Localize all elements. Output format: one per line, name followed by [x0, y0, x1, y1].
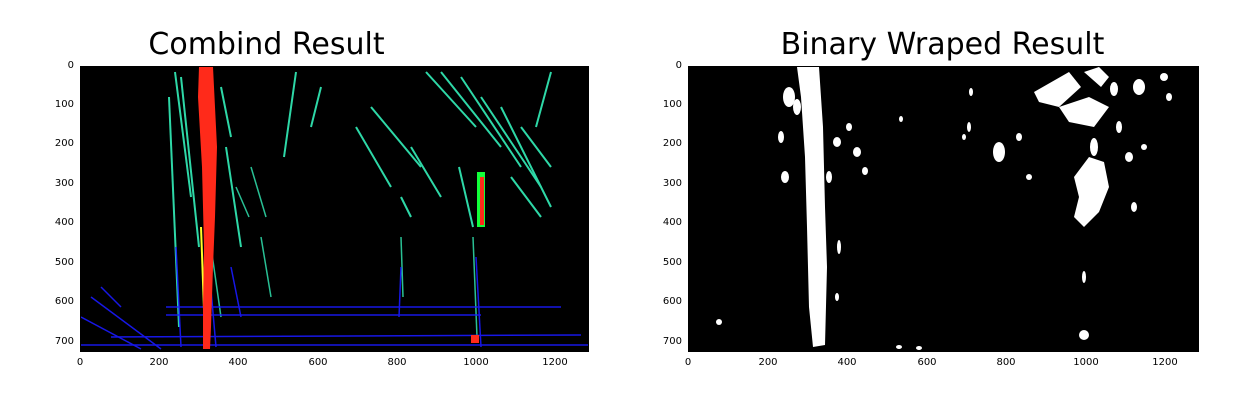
x-tick-label: 1200 [1152, 357, 1178, 368]
y-tick-label: 200 [662, 138, 682, 149]
binary-warped-image-icon [716, 67, 1172, 350]
y-tick-label: 200 [54, 138, 74, 149]
x-tick-label: 0 [76, 357, 84, 368]
y-tick-label: 500 [54, 257, 74, 268]
y-tick-label: 0 [675, 60, 682, 71]
x-tick-label: 1000 [463, 357, 489, 368]
x-tick-label: 200 [758, 357, 778, 368]
y-tick-label: 400 [54, 217, 74, 228]
combined-result-title: Combind Result [148, 27, 385, 62]
binary-warped-result-image [688, 66, 1199, 352]
y-tick-label: 400 [662, 217, 682, 228]
y-tick-label: 700 [662, 336, 682, 347]
y-tick-label: 100 [662, 99, 682, 110]
binary-warped-result-panel: Binary Wraped Result [620, 0, 1240, 420]
y-tick-label: 100 [54, 99, 74, 110]
x-tick-label: 200 [149, 357, 169, 368]
y-tick-label: 600 [662, 296, 682, 307]
y-tick-label: 300 [54, 178, 74, 189]
x-tick-label: 1000 [1073, 357, 1099, 368]
x-tick-label: 600 [917, 357, 937, 368]
x-tick-label: 400 [228, 357, 248, 368]
combined-result-image [80, 66, 589, 352]
y-tick-label: 300 [662, 178, 682, 189]
binary-warped-result-title: Binary Wraped Result [780, 27, 1105, 62]
y-tick-label: 600 [54, 296, 74, 307]
x-tick-label: 800 [996, 357, 1016, 368]
y-tick-label: 500 [662, 257, 682, 268]
x-tick-label: 400 [837, 357, 857, 368]
x-tick-label: 600 [308, 357, 328, 368]
x-tick-label: 0 [684, 357, 692, 368]
combined-threshold-image-icon [81, 67, 588, 350]
x-tick-label: 800 [387, 357, 407, 368]
y-tick-label: 0 [67, 60, 74, 71]
y-tick-label: 700 [54, 336, 74, 347]
combined-result-panel: Combind Result [54, 27, 589, 368]
x-tick-label: 1200 [542, 357, 568, 368]
